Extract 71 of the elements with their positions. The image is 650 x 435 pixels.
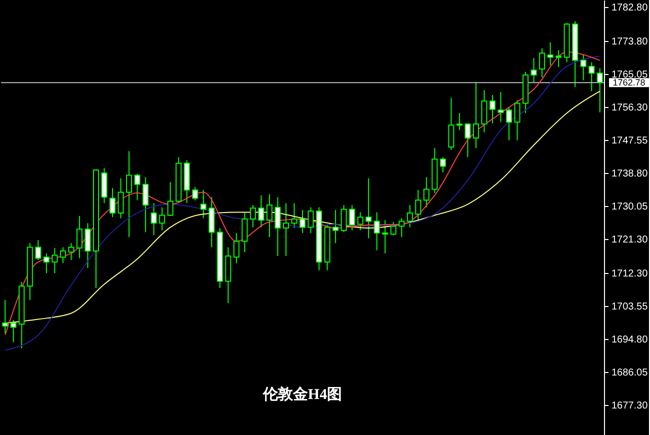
y-tick-label: 1677.30 (612, 400, 648, 412)
candlestick (233, 232, 240, 264)
y-tick-label: 1730.05 (612, 202, 648, 213)
candlestick (472, 82, 479, 149)
candlestick (349, 204, 356, 231)
candlestick (506, 106, 512, 141)
candlestick (406, 204, 413, 228)
candlestick (556, 50, 562, 68)
y-tick-label: 1782.80 (612, 2, 648, 14)
candlestick (150, 202, 157, 236)
candlestick (200, 189, 206, 219)
candlestick (530, 58, 537, 83)
candlestick (357, 212, 364, 231)
candlestick (340, 204, 347, 233)
candlestick (374, 212, 380, 251)
candlestick (126, 150, 132, 238)
candlestick (308, 206, 314, 234)
candlestick (398, 218, 405, 238)
candlestick (390, 222, 396, 236)
candlestick (52, 248, 58, 274)
candlestick (142, 176, 149, 233)
y-tick-label: 1756.30 (612, 102, 648, 114)
candlestick (192, 186, 198, 201)
text: 伦敦金H4图 (262, 386, 342, 403)
candlestick (291, 202, 298, 229)
y-tick-label: 1703.55 (612, 301, 648, 312)
candlestick (159, 206, 166, 231)
candlestick (423, 176, 430, 208)
candlestick (489, 94, 496, 124)
candlestick (539, 48, 546, 78)
candlestick (588, 62, 595, 92)
candlestick (242, 212, 248, 253)
candlestick (118, 178, 124, 219)
candlestick (580, 54, 586, 81)
candlestick (448, 98, 454, 151)
candlestick (382, 220, 388, 254)
candlestick (366, 178, 372, 239)
candlestick (76, 215, 82, 259)
candlestick (332, 209, 339, 244)
candlestick (456, 112, 462, 131)
y-tick-label: 1712.30 (612, 268, 648, 280)
y-tick-label: 1747.55 (612, 136, 648, 147)
ref-line-label: 1762.78 (612, 78, 646, 88)
candlestick (10, 320, 16, 343)
candlestick (35, 240, 42, 261)
candlestick (547, 42, 554, 66)
candlestick (266, 194, 272, 238)
candlestick (110, 188, 116, 218)
candlestick (250, 204, 256, 228)
y-tick-label: 1694.80 (612, 334, 648, 346)
candlestick (68, 242, 74, 261)
candlestick (134, 173, 140, 201)
candlestick (481, 90, 488, 133)
candlestick (60, 246, 66, 264)
candlestick (282, 202, 289, 256)
candlestick (415, 189, 422, 221)
candlestick (167, 182, 174, 216)
candlestick (498, 91, 504, 123)
candlestick (258, 194, 264, 228)
y-tick-label: 1721.30 (612, 234, 648, 246)
candlestick (43, 252, 50, 274)
candlestick (274, 196, 281, 256)
y-tick-label: 1686.05 (612, 367, 648, 378)
y-tick-label: 1738.80 (612, 168, 648, 180)
candlestick (2, 300, 8, 334)
candlestick (440, 156, 446, 173)
candlestick (514, 100, 520, 141)
candlestick (464, 122, 471, 158)
candlestick (84, 222, 91, 269)
candlestick (300, 209, 306, 234)
y-tick-label: 1773.80 (612, 36, 648, 48)
